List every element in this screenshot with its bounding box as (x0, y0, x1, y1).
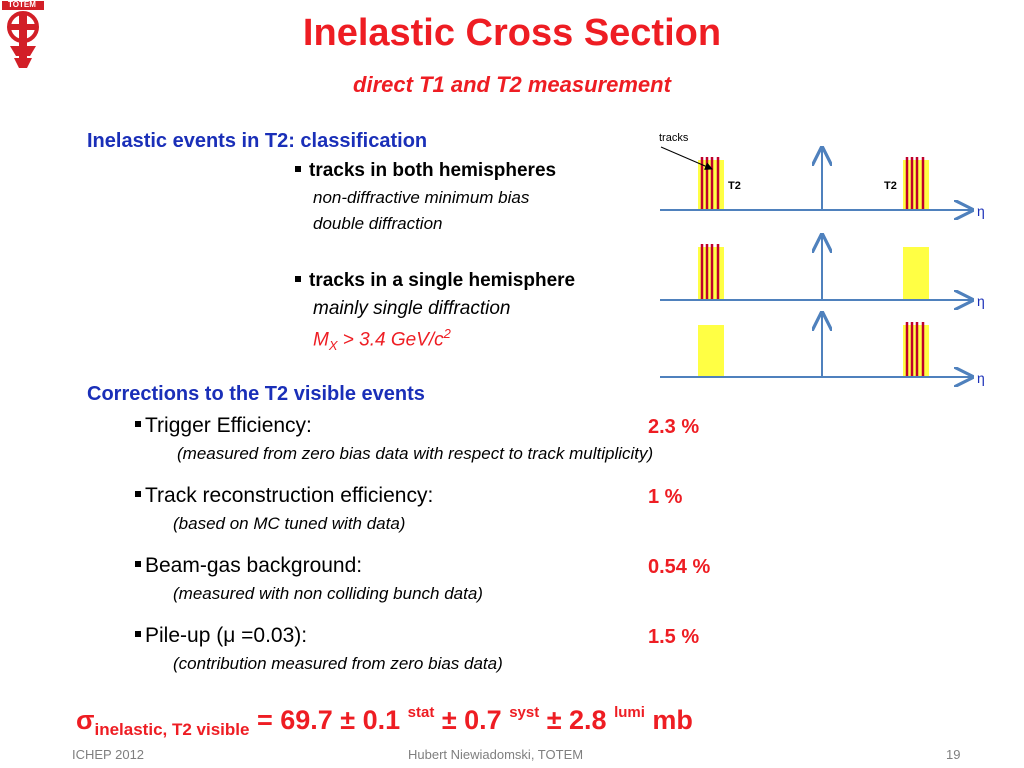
mass-symbol: M (313, 329, 329, 351)
mass-threshold: > 3.4 GeV/c (337, 329, 444, 351)
cross-section-result: σinelastic, T2 visible = 69.7 ± 0.1 stat… (76, 704, 693, 740)
class-item-line: non-diffractive minimum bias (313, 188, 530, 207)
correction-value: 1 % (648, 486, 683, 508)
eta-label: η (977, 370, 985, 386)
bullet-icon (295, 275, 301, 282)
footer-conference: ICHEP 2012 (72, 747, 145, 762)
t2-left-label: T2 (728, 180, 741, 192)
class-item-label: tracks in both hemispheres (309, 160, 557, 181)
mass-superscript: 2 (443, 326, 451, 341)
correction-value: 1.5 % (648, 626, 700, 648)
logo-text: TOTEM (8, 0, 36, 9)
stat-label: stat (407, 704, 435, 721)
sigma-symbol: σ (76, 705, 95, 735)
mass-subscript: X (328, 338, 338, 354)
class-item-both-label-row: tracks in both hemispheres (295, 160, 556, 182)
correction-note: (based on MC tuned with data) (173, 514, 406, 533)
correction-note: (measured from zero bias data with respe… (177, 444, 654, 463)
footer-author: Hubert Niewiadomski, TOTEM (408, 747, 584, 762)
bullet-icon (135, 491, 141, 498)
lumi-value: ± 2.8 (539, 705, 615, 735)
slide-title: Inelastic Cross Section (302, 12, 722, 54)
t2-topology-diagram: η η η tracks T2 T2 (659, 132, 985, 390)
correction-value: 2.3 % (648, 416, 700, 438)
correction-trigger: Trigger Efficiency: 2.3 % (measured from… (135, 414, 755, 464)
slide-subtitle: direct T1 and T2 measurement (353, 72, 671, 97)
totem-logo: TOTEM (0, 0, 46, 70)
correction-label-row: Track reconstruction efficiency: (135, 484, 433, 507)
lumi-label: lumi (614, 704, 645, 721)
tracks-label: tracks (659, 132, 689, 144)
correction-label: Pile-up (μ =0.03): (145, 624, 308, 647)
correction-label: Beam-gas background: (145, 554, 363, 577)
syst-label: syst (509, 704, 540, 721)
footer-page-number: 19 (946, 747, 961, 762)
class-item-label: tracks in a single hemisphere (309, 270, 576, 291)
t2-right-label: T2 (884, 180, 897, 192)
classification-heading: Inelastic events in T2: classification (87, 130, 428, 152)
correction-note: (contribution measured from zero bias da… (173, 654, 503, 673)
eta-label: η (977, 203, 985, 219)
mass-cut: MX > 3.4 GeV/c2 (313, 326, 575, 353)
correction-beam-gas: Beam-gas background: 0.54 % (measured wi… (135, 554, 755, 604)
correction-label-row: Pile-up (μ =0.03): (135, 624, 307, 647)
correction-pileup: Pile-up (μ =0.03): 1.5 % (contribution m… (135, 624, 755, 674)
sigma-subscript: inelastic, T2 visible (94, 720, 250, 739)
class-item-line: double diffraction (313, 214, 443, 233)
class-item-line: mainly single diffraction (313, 298, 511, 319)
correction-label-row: Trigger Efficiency: (135, 414, 312, 437)
eta-label: η (977, 293, 985, 309)
t2-right-detector (903, 247, 929, 299)
bullet-icon (135, 421, 141, 428)
correction-label: Trigger Efficiency: (145, 414, 312, 437)
t2-left-detector (698, 325, 724, 377)
correction-label-row: Beam-gas background: (135, 554, 362, 577)
correction-label: Track reconstruction efficiency: (145, 484, 434, 507)
unit: mb (644, 705, 693, 735)
correction-tracking: Track reconstruction efficiency: 1 % (ba… (135, 484, 755, 534)
class-item-single-label-row: tracks in a single hemisphere (295, 270, 575, 292)
bullet-icon (135, 561, 141, 568)
corrections-heading: Corrections to the T2 visible events (87, 383, 425, 405)
class-item-both: tracks in both hemispheres non-diffracti… (295, 160, 556, 234)
tracks-pointer-arrow (660, 146, 713, 170)
bullet-icon (295, 165, 301, 172)
correction-value: 0.54 % (648, 556, 711, 578)
syst-value: ± 0.7 (434, 705, 510, 735)
totem-logo-graphic (2, 1, 44, 68)
bullet-icon (135, 631, 141, 638)
correction-note: (measured with non colliding bunch data) (173, 584, 483, 603)
class-item-single: tracks in a single hemisphere mainly sin… (295, 270, 575, 353)
result-value: = 69.7 ± 0.1 (249, 705, 408, 735)
